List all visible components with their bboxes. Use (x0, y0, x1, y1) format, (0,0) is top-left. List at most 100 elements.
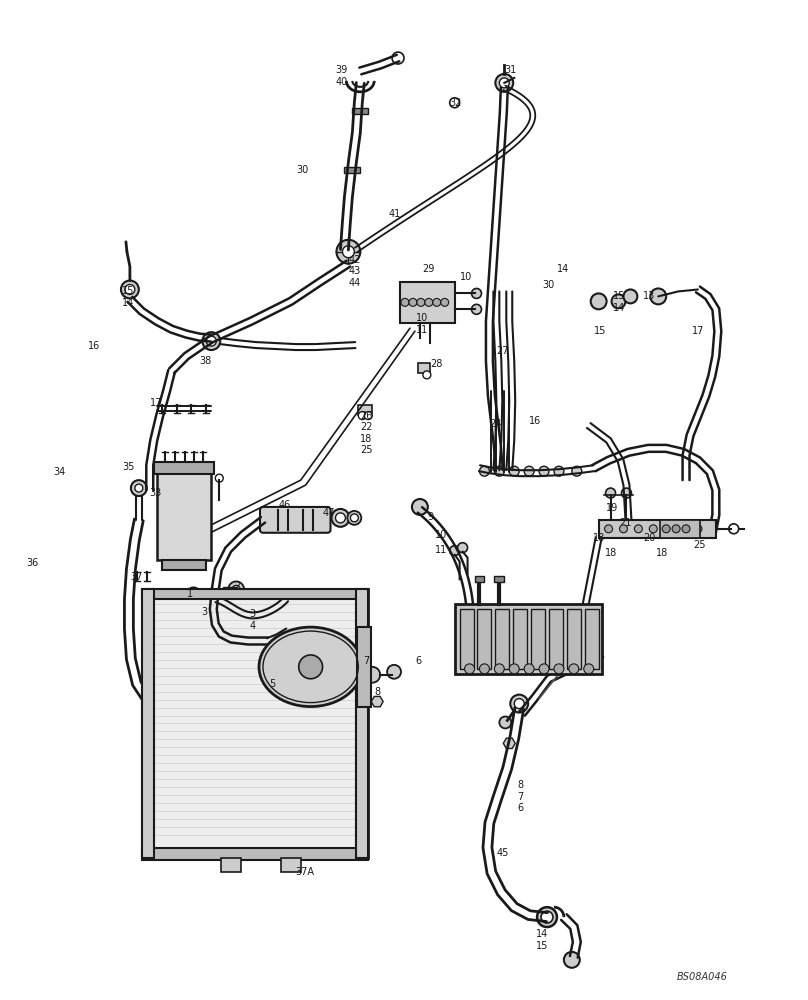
Circle shape (228, 581, 244, 597)
Circle shape (524, 466, 534, 476)
Circle shape (425, 298, 433, 306)
Bar (142, 848, 368, 860)
Text: 17: 17 (149, 398, 162, 408)
Bar (400, 282, 455, 323)
Bar (531, 609, 545, 669)
Circle shape (679, 525, 687, 533)
Text: 15
14: 15 14 (122, 286, 134, 308)
FancyBboxPatch shape (260, 507, 330, 533)
Circle shape (433, 298, 440, 306)
Text: 27: 27 (496, 346, 509, 356)
Circle shape (612, 294, 625, 308)
Circle shape (135, 484, 143, 492)
Bar (474, 576, 485, 582)
Circle shape (125, 284, 135, 294)
Bar (455, 604, 602, 674)
Polygon shape (503, 738, 516, 748)
Circle shape (539, 466, 549, 476)
Circle shape (554, 664, 564, 674)
Circle shape (472, 288, 482, 298)
Circle shape (539, 664, 549, 674)
Circle shape (606, 488, 616, 498)
Circle shape (364, 412, 372, 420)
Circle shape (465, 664, 474, 674)
Circle shape (634, 525, 642, 533)
Circle shape (479, 466, 490, 476)
Text: BS08A046: BS08A046 (677, 972, 728, 982)
Bar (418, 363, 430, 373)
Text: 26
22
18
25: 26 22 18 25 (360, 411, 372, 455)
Circle shape (351, 514, 358, 522)
Bar (549, 609, 563, 669)
Text: 42
43
44: 42 43 44 (348, 255, 360, 288)
Text: 45: 45 (496, 848, 509, 858)
Text: 33: 33 (149, 488, 162, 498)
Circle shape (305, 589, 317, 601)
Circle shape (494, 466, 504, 476)
Bar (599, 520, 716, 538)
Circle shape (417, 298, 425, 306)
Bar (358, 405, 372, 415)
Text: 17: 17 (692, 326, 705, 336)
Text: 20: 20 (643, 533, 656, 543)
Text: 19: 19 (606, 503, 618, 513)
Circle shape (206, 336, 217, 346)
Text: 18: 18 (593, 533, 605, 543)
Circle shape (494, 664, 504, 674)
Text: 35: 35 (122, 462, 134, 472)
Text: 12: 12 (513, 649, 526, 659)
Circle shape (347, 511, 361, 525)
Bar (660, 520, 700, 538)
Text: 39
40: 39 40 (335, 65, 347, 87)
Circle shape (564, 952, 580, 968)
Text: 16: 16 (529, 416, 541, 426)
Circle shape (729, 524, 739, 534)
Text: 46: 46 (279, 500, 291, 510)
Bar (223, 587, 238, 594)
Text: 47: 47 (322, 508, 335, 518)
Circle shape (232, 585, 240, 593)
Circle shape (514, 699, 524, 709)
Text: 6: 6 (415, 656, 421, 666)
Circle shape (537, 907, 557, 927)
Circle shape (450, 98, 460, 108)
Bar (585, 609, 599, 669)
Circle shape (509, 466, 520, 476)
Text: 2: 2 (234, 581, 241, 591)
Circle shape (450, 546, 460, 556)
Ellipse shape (259, 627, 362, 707)
Circle shape (479, 664, 490, 674)
Circle shape (358, 412, 366, 420)
Circle shape (541, 911, 553, 923)
Circle shape (495, 74, 513, 92)
Circle shape (572, 466, 582, 476)
Circle shape (509, 664, 520, 674)
Bar (352, 108, 368, 114)
Text: 34: 34 (53, 467, 65, 477)
Bar (142, 589, 368, 599)
Text: 1: 1 (187, 589, 192, 599)
Circle shape (178, 709, 191, 722)
Bar (513, 609, 527, 669)
Circle shape (663, 525, 670, 533)
Circle shape (524, 664, 534, 674)
Bar (221, 858, 241, 872)
Text: 41: 41 (388, 209, 400, 219)
Bar (281, 858, 301, 872)
Text: 37A: 37A (296, 867, 315, 877)
Text: 31: 31 (504, 65, 516, 75)
Bar (494, 576, 504, 582)
Circle shape (409, 298, 417, 306)
Text: 16: 16 (88, 341, 100, 351)
Circle shape (499, 717, 511, 728)
Circle shape (295, 591, 307, 603)
Circle shape (343, 246, 355, 258)
Text: 3
4: 3 4 (249, 609, 255, 631)
Circle shape (664, 525, 672, 533)
Circle shape (196, 606, 206, 616)
Circle shape (583, 664, 594, 674)
Bar (142, 589, 154, 858)
Circle shape (392, 52, 404, 64)
Bar (567, 609, 581, 669)
Bar (142, 589, 368, 858)
